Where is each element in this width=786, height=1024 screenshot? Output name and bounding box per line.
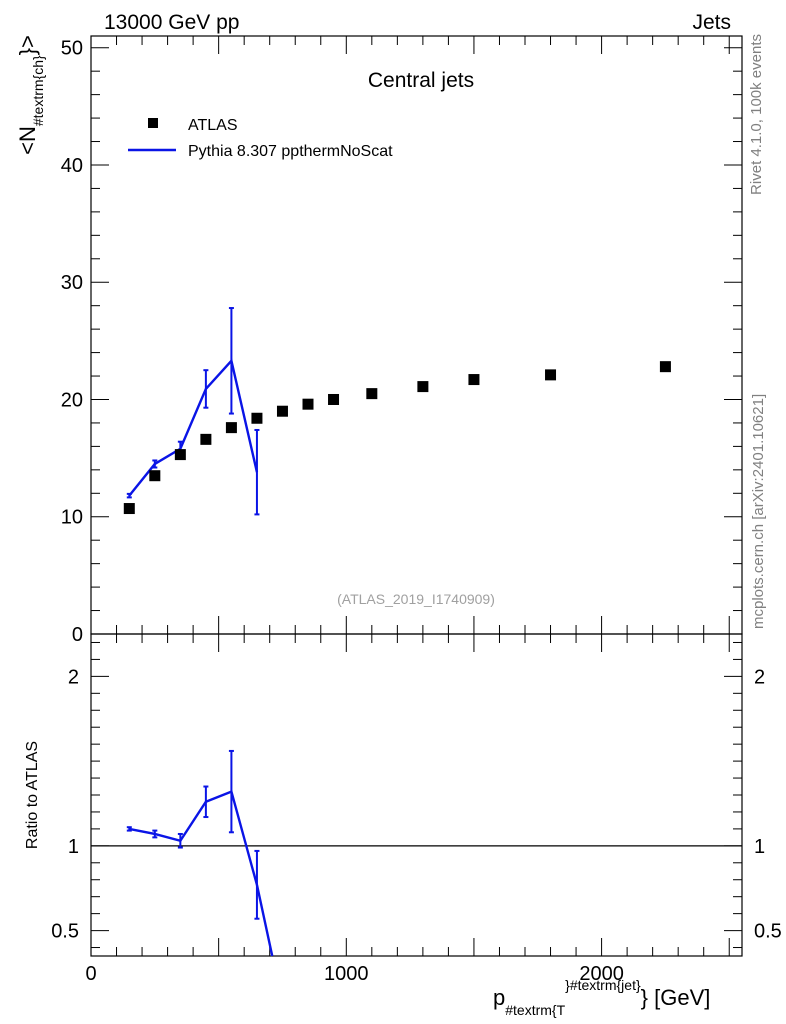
legend-label-pythia: Pythia 8.307 ppthermNoScat [188, 143, 393, 160]
atlas-point [123, 503, 135, 515]
legend-marker-atlas [148, 118, 158, 128]
collision-label: 13000 GeV pp [104, 11, 239, 34]
x-tick-label: 0 [85, 963, 96, 985]
rivet-label: Rivet 4.1.0, 100k events [748, 34, 765, 195]
atlas-point [225, 422, 237, 434]
x-axis-label-main: p [493, 985, 505, 1010]
x-axis-label-sub: #textrm{T [505, 1002, 565, 1018]
main-y-tick-labels: 0 10 20 30 40 50 [61, 38, 83, 646]
atlas-point [659, 361, 671, 373]
atlas-point [302, 398, 314, 410]
atlas-point [328, 393, 340, 405]
atlas-point [468, 374, 480, 386]
atlas-point [149, 470, 161, 482]
atlas-point [251, 412, 263, 424]
main-y-tick-label: 30 [61, 272, 83, 294]
x-axis-label-sup: }#textrm{jet} [565, 977, 641, 993]
atlas-point [366, 388, 378, 400]
analysis-watermark: (ATLAS_2019_I1740909) [337, 591, 495, 607]
ratio-y-tick-labels: 0.5 0.5 1 1 2 2 [51, 666, 782, 942]
atlas-point [200, 433, 212, 445]
ratio-y-tick-label: 1 [68, 836, 79, 858]
ratio-y-tick-label-right: 2 [754, 666, 765, 688]
main-ticks [90, 36, 742, 635]
atlas-point [417, 381, 429, 393]
main-series [123, 307, 671, 516]
ratio-y-tick-label: 0.5 [51, 921, 79, 943]
main-y-tick-label: 40 [61, 155, 83, 177]
ratio-pythia-line [129, 789, 274, 957]
main-y-axis-label-sub: #textrm{ch} [30, 55, 46, 126]
atlas-point [545, 369, 557, 381]
pythia-line [128, 358, 259, 497]
main-title: Central jets [368, 69, 474, 92]
main-y-axis-label-main: <N [15, 126, 40, 155]
x-tick-label: 1000 [324, 963, 369, 985]
mcplots-label: mcplots.cern.ch [arXiv:2401.10621] [750, 394, 767, 629]
ratio-y-tick-label: 2 [68, 666, 79, 688]
atlas-point [276, 405, 288, 417]
ratio-series [126, 749, 274, 957]
ratio-y-axis-label: Ratio to ATLAS [24, 741, 41, 849]
main-y-tick-label: 20 [61, 389, 83, 411]
ratio-ticks [90, 634, 742, 956]
ratio-y-tick-label-right: 0.5 [754, 921, 782, 943]
main-panel: 0 10 20 30 40 50 Central jets (ATLAS_2019_I17… [15, 35, 743, 646]
legend: ATLAS Pythia 8.307 ppthermNoScat [128, 117, 393, 160]
main-y-axis-label-tail: }> [15, 35, 40, 55]
x-tick-labels: 0 1000 2000 [85, 963, 623, 985]
x-tick-label: 2000 [579, 963, 624, 985]
process-label: Jets [692, 11, 731, 34]
x-axis-label: p#textrm{T}#textrm{jet}} [GeV] [493, 977, 710, 1018]
main-y-axis-label: <N#textrm{ch}}> [15, 35, 46, 155]
ratio-y-tick-label-right: 1 [754, 836, 765, 858]
svg-text:<N#textrm{ch}}>: <N#textrm{ch}}> [15, 35, 46, 155]
main-y-tick-label: 50 [61, 38, 83, 60]
x-axis-label-tail: } [GeV] [641, 985, 711, 1010]
ratio-panel: 0.5 0.5 1 1 2 2 0 1000 2000 Ratio to ATLAS [24, 633, 782, 985]
main-y-tick-label: 0 [72, 624, 83, 646]
atlas-point [174, 449, 186, 461]
legend-label-atlas: ATLAS [188, 117, 238, 134]
main-y-tick-label: 10 [61, 507, 83, 529]
